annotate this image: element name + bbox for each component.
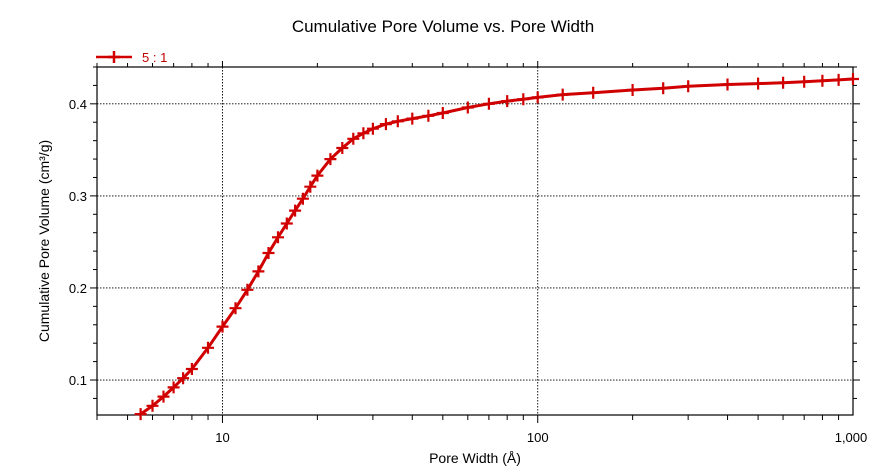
x-tick-label: 1,000 [835, 430, 868, 445]
data-point [461, 101, 474, 114]
tick-labels: 10 100 1,000 0.1 0.2 0.3 0.4 [69, 97, 867, 445]
x-tick-label: 10 [215, 430, 229, 445]
data-point [517, 93, 530, 106]
data-point [682, 80, 695, 93]
data-point [436, 107, 449, 119]
data-point [406, 112, 419, 125]
data-point [657, 82, 670, 95]
data-point [626, 84, 639, 96]
data-point [202, 341, 214, 354]
data-point [252, 265, 265, 278]
data-point [324, 153, 337, 166]
data-point [832, 73, 845, 86]
data-point [241, 283, 254, 296]
data-point [146, 399, 159, 412]
data-point [816, 74, 829, 87]
y-tick-label: 0.3 [69, 189, 87, 204]
data-point [185, 363, 198, 375]
data-point [262, 247, 275, 259]
y-axis-label: Cumulative Pore Volume (cm³/g) [36, 140, 52, 342]
data-point [289, 204, 302, 217]
data-point [777, 76, 790, 89]
data-point [272, 231, 284, 244]
x-tick-label: 100 [527, 430, 549, 445]
data-point [501, 95, 514, 108]
data-point [379, 118, 392, 131]
chart-title: Cumulative Pore Volume vs. Pore Width [292, 17, 594, 36]
series-line [139, 77, 854, 416]
y-tick-label: 0.2 [69, 281, 87, 296]
data-point [721, 78, 734, 91]
y-tick-label: 0.1 [69, 373, 87, 388]
data-point [422, 109, 435, 122]
data-point [296, 192, 309, 205]
legend-label: 5 : 1 [142, 50, 167, 65]
data-point [311, 169, 324, 182]
data-point [531, 91, 544, 104]
data-point [847, 73, 859, 85]
grid [97, 67, 853, 415]
data-point [304, 180, 317, 193]
data-point [357, 127, 370, 140]
data-point [798, 75, 811, 88]
axis-ticks [90, 61, 860, 423]
data-point [134, 408, 147, 421]
x-axis-label: Pore Width (Å) [429, 450, 521, 466]
data-point [587, 86, 600, 99]
data-point [167, 381, 180, 394]
legend: 5 : 1 [96, 50, 167, 65]
data-point [391, 115, 404, 128]
y-tick-label: 0.4 [69, 97, 87, 112]
plot-frame [96, 66, 854, 416]
data-point [336, 142, 349, 154]
data-point [752, 77, 765, 90]
data-point [482, 97, 495, 110]
data-point [177, 372, 190, 385]
data-point [347, 132, 360, 145]
series-group [134, 73, 859, 421]
data-point [216, 320, 229, 333]
data-point [157, 390, 170, 403]
data-point [229, 302, 242, 315]
legend-marker-swatch [108, 51, 120, 63]
data-point [280, 217, 293, 230]
data-point [556, 88, 569, 101]
data-point [366, 122, 379, 135]
